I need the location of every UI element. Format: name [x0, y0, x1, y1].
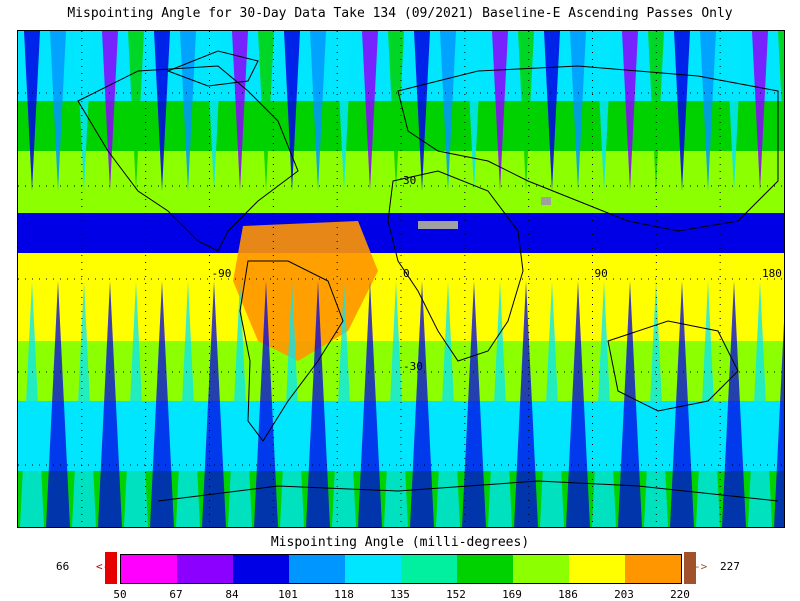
legend-tick-label: 169 — [502, 588, 522, 601]
legend-tick-label: 135 — [390, 588, 410, 601]
swath-wedge — [154, 31, 170, 191]
legend-swatch — [569, 555, 625, 583]
swath-wedge — [700, 31, 716, 191]
swath-wedge — [596, 31, 612, 191]
grid-label: 90 — [595, 267, 608, 280]
legend-tick-label: 50 — [113, 588, 127, 601]
swath-wedge — [102, 31, 118, 191]
band-equatorial-north — [18, 213, 784, 253]
orange-region — [233, 221, 378, 361]
legend-swatch — [457, 555, 513, 583]
legend-ticks: 50 67 84 101 118 135 152 169 186 203 220 — [113, 588, 690, 601]
legend-tick-label: 152 — [446, 588, 466, 601]
legend-tick-label: 186 — [558, 588, 578, 601]
swath-wedge — [618, 281, 642, 527]
data-gap-1 — [418, 221, 458, 229]
swath-wedge — [726, 31, 742, 191]
swath-wedge — [492, 31, 508, 191]
legend-swatch — [289, 555, 345, 583]
legend-tick-label: 220 — [670, 588, 690, 601]
legend-over-arrow: -> — [694, 560, 708, 573]
swath-wedge — [518, 31, 534, 191]
grid-label: -90 — [212, 267, 232, 280]
legend-swatch — [625, 555, 681, 583]
legend-tick-label: 118 — [334, 588, 354, 601]
swath-wedge — [648, 31, 664, 191]
band-subtropic-north — [18, 151, 784, 213]
south-america-outline — [239, 260, 344, 442]
world-map-panel: 30 -90 0 90 180 -30 — [17, 30, 785, 528]
swath-wedge — [150, 281, 174, 527]
grid-label: 30 — [403, 174, 416, 187]
legend-min-value: 66 — [56, 560, 70, 573]
north-america-outline — [77, 65, 299, 252]
africa-outline — [387, 170, 524, 362]
legend-under-swatch — [105, 552, 117, 584]
swath-wedge — [362, 31, 378, 191]
color-legend — [120, 554, 682, 584]
legend-tick-label: 101 — [278, 588, 298, 601]
antarctica-outline — [157, 480, 779, 502]
legend-swatch — [513, 555, 569, 583]
legend-tick-label: 203 — [614, 588, 634, 601]
australia-outline — [607, 320, 739, 412]
legend-over-swatch — [684, 552, 696, 584]
grid-label: 0 — [403, 267, 410, 280]
swath-wedge — [774, 322, 784, 527]
mispointing-map: 30 -90 0 90 180 -30 — [18, 31, 784, 527]
data-gap-2 — [541, 197, 551, 205]
swath-wedge — [436, 281, 460, 527]
greenland-outline — [166, 50, 259, 87]
map-title: Mispointing Angle for 30-Day Data Take 1… — [67, 6, 733, 21]
grid-labels: 30 -90 0 90 180 -30 — [212, 174, 782, 373]
swath-wedge — [336, 31, 352, 191]
swath-wedge — [592, 281, 616, 527]
swath-wedge — [258, 31, 274, 191]
graticule — [18, 31, 784, 527]
swath-wedge — [228, 281, 252, 527]
swath-wedge — [24, 31, 40, 191]
swath-wedge — [674, 31, 690, 191]
swath-wedge — [332, 281, 356, 527]
legend-tick-label: 84 — [225, 588, 239, 601]
eurasia-outline — [397, 65, 779, 232]
grid-label: -30 — [403, 360, 423, 373]
swath-wedge — [50, 31, 66, 191]
coastlines — [77, 50, 779, 502]
legend-swatch — [233, 555, 289, 583]
swath-wedge — [388, 31, 404, 191]
swath-wedge — [752, 31, 768, 191]
swath-wedge — [310, 31, 326, 191]
swath-wedge — [696, 281, 720, 527]
swath-wedge — [284, 31, 300, 191]
swath-wedge — [72, 281, 96, 527]
legend-swatch — [345, 555, 401, 583]
swath-wedge — [254, 281, 278, 527]
swath-wedge — [232, 31, 248, 191]
legend-max-value: 227 — [720, 560, 740, 573]
swath-wedge — [440, 31, 456, 191]
swath-wedge — [544, 31, 560, 191]
swath-wedge — [570, 31, 586, 191]
swath-wedge — [778, 31, 784, 151]
swath-wedge — [410, 281, 434, 527]
legend-swatch — [121, 555, 177, 583]
swath-wedges — [20, 31, 784, 527]
legend-tick-label: 67 — [169, 588, 183, 601]
legend-swatch — [177, 555, 233, 583]
legend-swatch — [401, 555, 457, 583]
swath-wedge — [514, 281, 538, 527]
grid-label: 180 — [762, 267, 782, 280]
swath-wedge — [414, 31, 430, 191]
swath-wedge — [206, 31, 222, 191]
swath-wedge — [46, 281, 70, 527]
legend-title: Mispointing Angle (milli-degrees) — [270, 535, 530, 550]
swath-wedge — [180, 31, 196, 191]
